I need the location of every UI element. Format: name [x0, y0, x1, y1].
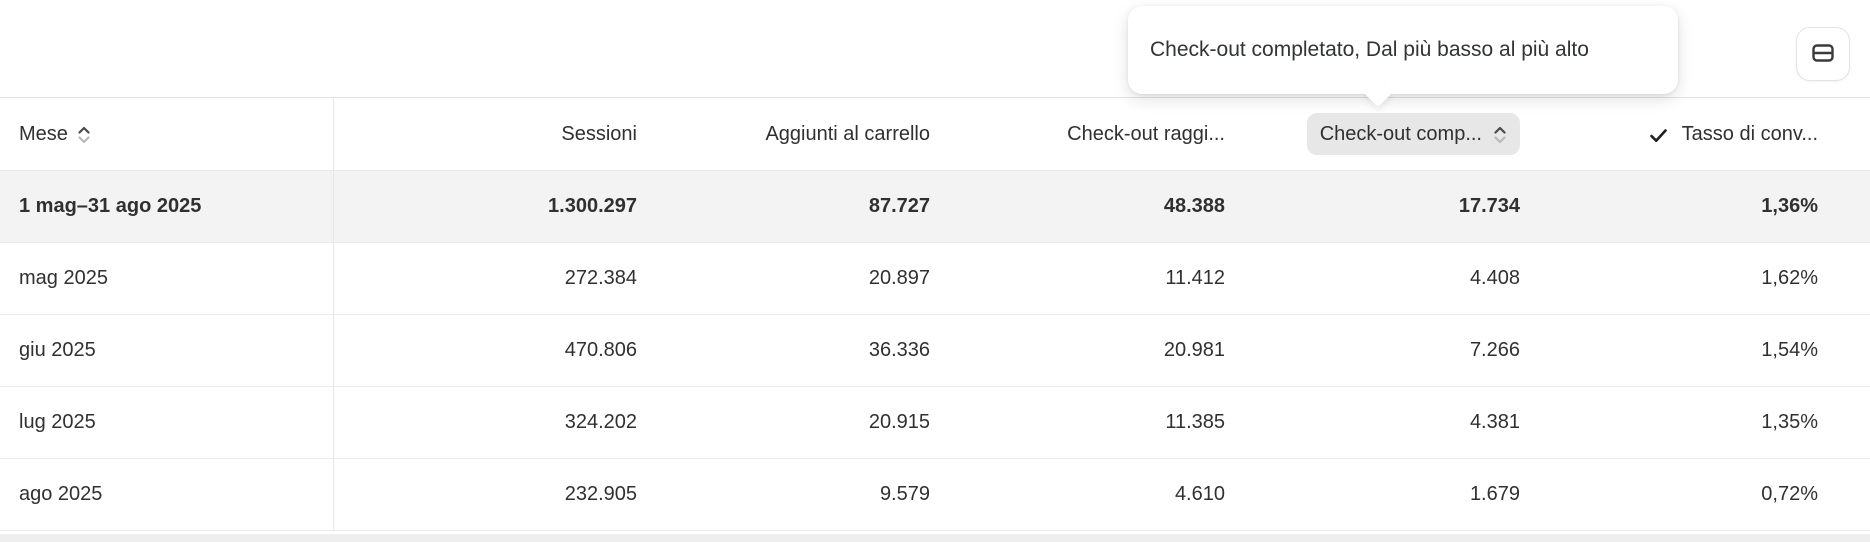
cell-value: 1,54%	[1761, 339, 1818, 361]
column-header-aggiunti-al-carrello[interactable]: Aggiunti al carrello	[765, 122, 930, 145]
cell-value: 470.806	[564, 339, 637, 361]
table-row[interactable]: lug 2025 324.202 20.915 11.385 4.381 1,35%	[0, 386, 1870, 458]
cell-value: 0,72%	[1761, 483, 1818, 505]
table-row[interactable]: mag 2025 272.384 20.897 11.412 4.408 1,62%	[0, 242, 1870, 314]
sort-tooltip: Check-out completato, Dal più basso al p…	[1128, 6, 1678, 108]
cell-value: 4.381	[1469, 411, 1520, 433]
check-icon	[1648, 125, 1669, 146]
cell-value: 20.897	[868, 267, 930, 289]
cell-value: 1.679	[1469, 483, 1520, 505]
cell-value: 1,36%	[1761, 195, 1818, 217]
cell-value: 20.981	[1163, 339, 1225, 361]
row-label-cell: ago 2025	[0, 459, 334, 530]
row-label-cell: mag 2025	[0, 243, 334, 314]
cell-value: 4.610	[1174, 483, 1225, 505]
column-header-mese[interactable]: Mese	[0, 98, 334, 170]
row-label-cell: 1 mag–31 ago 2025	[0, 171, 334, 242]
sort-tooltip-text: Check-out completato, Dal più basso al p…	[1150, 38, 1589, 61]
column-header-tasso-di-conversione[interactable]: Tasso di conv...	[1520, 98, 1870, 170]
cell-value: 232.905	[564, 483, 637, 505]
cell-value: 1.300.297	[548, 195, 637, 217]
cell-value: 4.408	[1469, 267, 1520, 289]
cell-value: 1,62%	[1761, 267, 1818, 289]
table-body: 1 mag–31 ago 2025 1.300.297 87.727 48.388 17…	[0, 170, 1870, 531]
column-header-checkout-completato: Check-out comp...	[1225, 98, 1520, 170]
sorted-column-pill[interactable]: Check-out comp...	[1306, 113, 1520, 155]
cell-value: 17.734	[1458, 195, 1520, 217]
bottom-strip	[0, 534, 1870, 542]
cell-value: 272.384	[564, 267, 637, 289]
table-header-row: Mese Sessioni Aggiunti al carrello Check…	[0, 98, 1870, 170]
table-row[interactable]: giu 2025 470.806 36.336 20.981 7.266 1,54%	[0, 314, 1870, 386]
table-rows-icon	[1809, 39, 1837, 70]
cell-value: 48.388	[1163, 195, 1225, 217]
cell-value: 9.579	[879, 483, 930, 505]
cell-value: 11.412	[1165, 267, 1225, 289]
analytics-table: Mese Sessioni Aggiunti al carrello Check…	[0, 97, 1870, 531]
sorted-column-label: Check-out comp...	[1319, 122, 1482, 145]
row-label-cell: giu 2025	[0, 315, 334, 386]
cell-value: 20.915	[868, 411, 930, 433]
sort-chevrons-icon	[1493, 125, 1507, 145]
column-header-checkout-raggiunto[interactable]: Check-out raggi...	[1067, 122, 1225, 145]
cell-value: 87.727	[868, 195, 930, 217]
cell-value: 324.202	[564, 411, 637, 433]
table-view-button[interactable]	[1796, 27, 1850, 81]
row-label-cell: lug 2025	[0, 387, 334, 458]
cell-value: 36.336	[868, 339, 930, 361]
column-header-sessioni[interactable]: Sessioni	[561, 122, 637, 145]
cell-value: 11.385	[1165, 411, 1225, 433]
table-row[interactable]: 1 mag–31 ago 2025 1.300.297 87.727 48.388 17…	[0, 170, 1870, 242]
column-header-tasso-label: Tasso di conv...	[1681, 122, 1818, 145]
cell-value: 7.266	[1469, 339, 1520, 361]
sort-chevrons-icon	[77, 125, 91, 145]
table-row[interactable]: ago 2025 232.905 9.579 4.610 1.679 0,72%	[0, 458, 1870, 530]
cell-value: 1,35%	[1761, 411, 1818, 433]
column-header-mese-label: Mese	[19, 122, 68, 145]
